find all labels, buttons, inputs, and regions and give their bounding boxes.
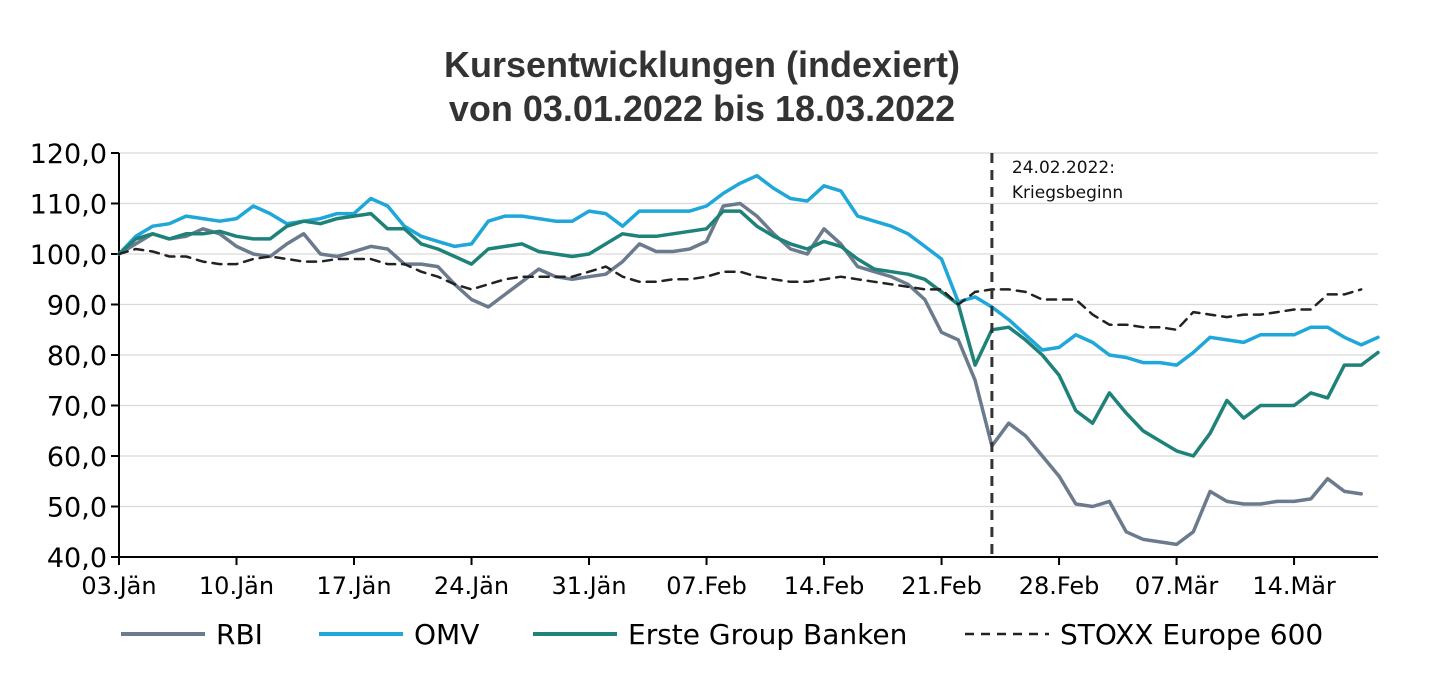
series-line-stoxx-europe-600: [117, 247, 1363, 332]
x-tick-label: 07.Mär: [1135, 572, 1219, 600]
y-axis-ticks: 120,0 110,0 100,0 90,0 80,0 70,0 60,0 50,0 40,0: [30, 139, 119, 574]
series-line-omv: [117, 173, 1380, 367]
x-tick-label: 03.Jän: [81, 572, 156, 600]
y-tick-label: 50,0: [47, 493, 107, 524]
chart-subtitle: von 03.01.2022 bis 18.03.2022: [448, 88, 956, 129]
y-tick-label: 120,0: [30, 139, 107, 170]
y-tick-label: 40,0: [47, 543, 107, 574]
series-line-erste-group-banken: [117, 209, 1380, 458]
axes: [118, 153, 1378, 558]
x-tick-label: 14.Feb: [784, 572, 865, 600]
x-tick-label: 14.Mär: [1252, 572, 1336, 600]
legend-label-omv: OMV: [414, 618, 479, 651]
legend-label-stoxx-europe-600: STOXX Europe 600: [1060, 618, 1323, 651]
y-tick-label: 100,0: [30, 240, 107, 271]
y-tick-label: 110,0: [30, 190, 107, 221]
x-tick-label: 24.Jän: [434, 572, 509, 600]
series-lines: [117, 173, 1380, 547]
y-tick-label: 80,0: [47, 341, 107, 372]
legend-label-rbi: RBI: [216, 618, 263, 651]
x-tick-label: 10.Jän: [199, 572, 274, 600]
x-tick-label: 31.Jän: [551, 572, 626, 600]
x-tick-label: 28.Feb: [1019, 572, 1100, 600]
legend-label-erste-group-banken: Erste Group Banken: [628, 618, 907, 651]
grid: [119, 152, 1378, 558]
x-tick-label: 17.Jän: [316, 572, 391, 600]
y-tick-label: 70,0: [47, 392, 107, 423]
legend: RBI OMV Erste Group Banken STOXX Europe 600: [121, 618, 1323, 651]
annotation: 24.02.2022: Kriegsbeginn: [990, 153, 1123, 557]
chart-title: Kursentwicklungen (indexiert): [443, 44, 961, 85]
series-line-rbi: [117, 201, 1363, 547]
y-tick-label: 60,0: [47, 442, 107, 473]
annotation-date: 24.02.2022:: [1012, 158, 1115, 178]
x-tick-label: 21.Feb: [901, 572, 982, 600]
x-axis-ticks: 03.Jän 10.Jän 17.Jän 24.Jän 31.Jän 07.Feb 14.F…: [81, 557, 1336, 600]
y-tick-label: 90,0: [47, 291, 107, 322]
x-tick-label: 07.Feb: [666, 572, 747, 600]
annotation-label: Kriegsbeginn: [1012, 183, 1123, 203]
